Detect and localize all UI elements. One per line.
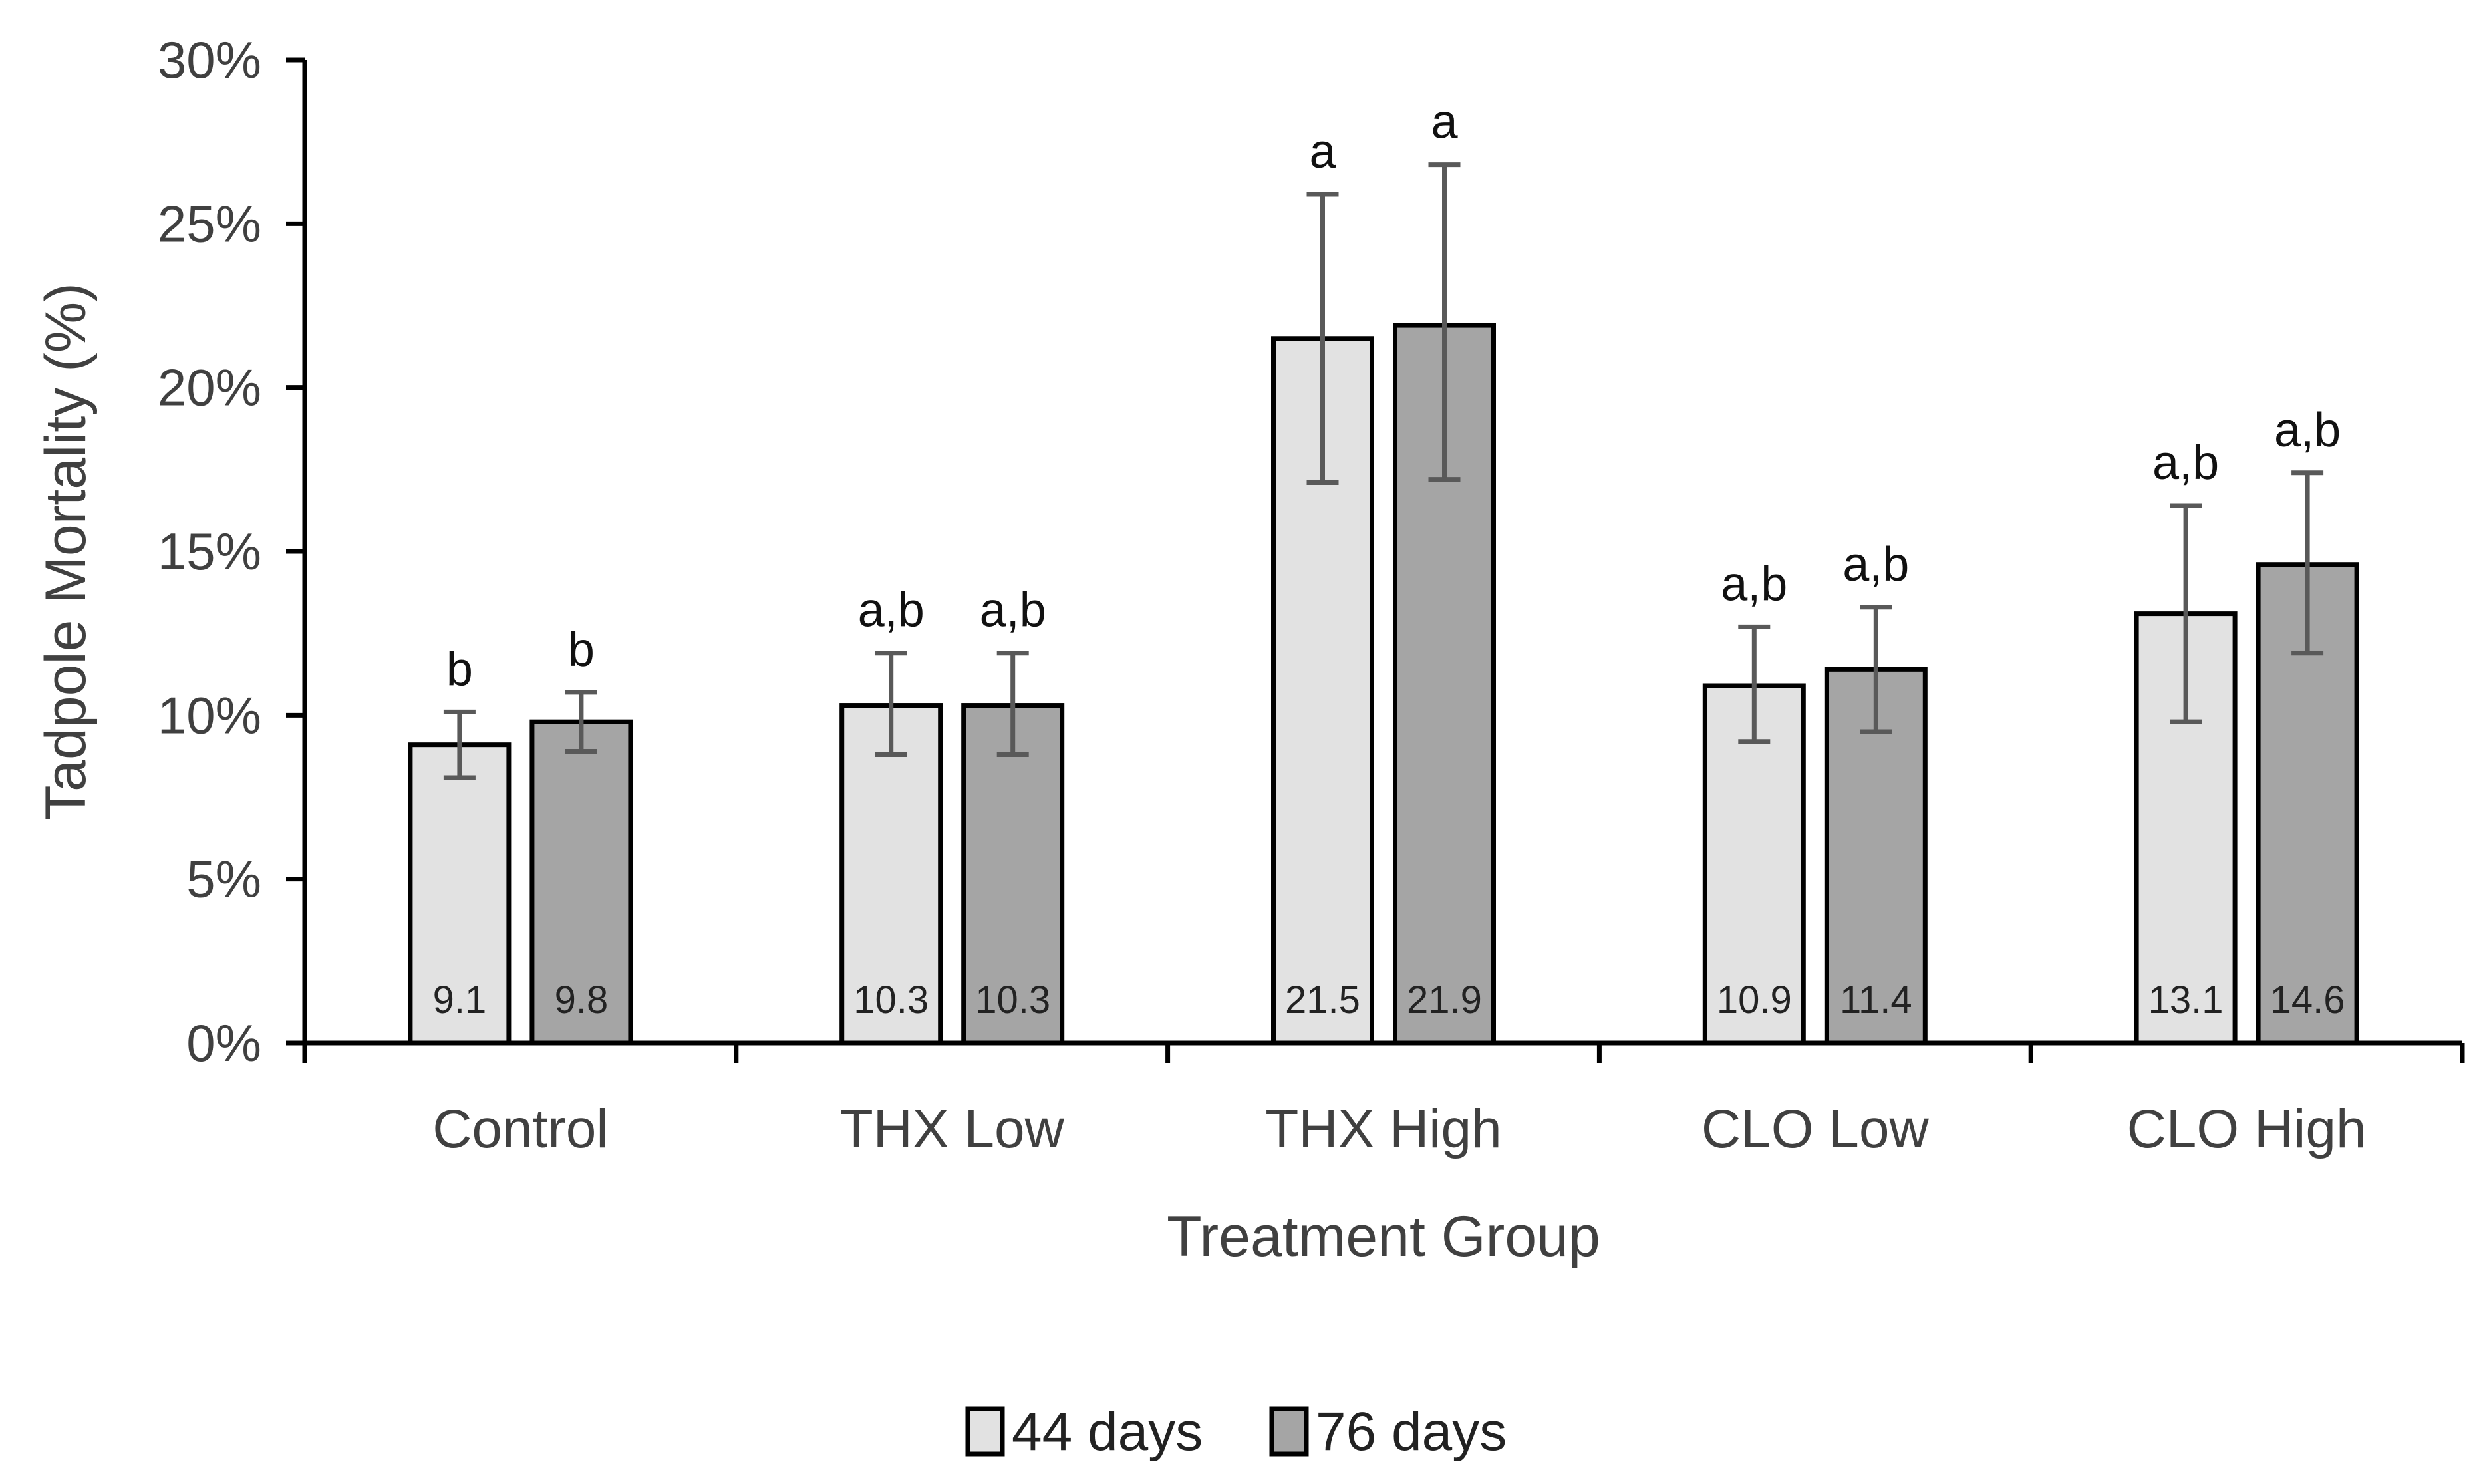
bar-control-44-days: [408, 742, 512, 1046]
y-tick-label: 5%: [186, 850, 261, 909]
bars-group: [408, 323, 2359, 1046]
legend-swatch-1: [965, 1406, 1005, 1457]
significance-label: a,b: [1721, 557, 1787, 611]
legend-label-2: 76 days: [1316, 1402, 1507, 1462]
x-tick-label: THX Low: [840, 1099, 1065, 1159]
x-tick-label: CLO High: [2127, 1099, 2367, 1159]
bar-control-76-days: [529, 719, 633, 1046]
data-label: 10.9: [1717, 978, 1792, 1022]
data-label: 21.5: [1285, 978, 1360, 1022]
data-label: 13.1: [2148, 978, 2224, 1022]
bar-thx-low-76-days: [961, 703, 1065, 1046]
data-label: 10.3: [975, 978, 1050, 1022]
significance-label: a,b: [2274, 404, 2341, 457]
y-tick-label: 10%: [158, 686, 261, 744]
y-tick-label: 25%: [158, 194, 261, 253]
significance-label: a,b: [2152, 436, 2219, 490]
significance-label: a,b: [980, 584, 1046, 637]
x-tick-label: Control: [432, 1099, 608, 1159]
error-bars-group: [443, 162, 2324, 780]
significance-label: b: [568, 623, 595, 676]
legend: 44 days 76 days: [965, 1402, 1507, 1462]
x-tick-label: CLO Low: [1701, 1099, 1930, 1159]
axes-group: [286, 57, 2465, 1063]
legend-swatch-2: [1269, 1406, 1309, 1457]
significance-label: a: [1431, 96, 1458, 149]
y-axis-title: Tadpole Mortality (%): [34, 283, 98, 820]
y-tick-label: 15%: [158, 522, 261, 581]
y-tick-label: 20%: [158, 359, 261, 417]
x-axis-title: Treatment Group: [1167, 1205, 1600, 1268]
data-label: 9.1: [433, 978, 487, 1022]
legend-label-1: 44 days: [1012, 1402, 1203, 1462]
labels-group: b 9.1 b 9.8 Control a,b 10.3 a,b 10.3 THX Low a 21.…: [34, 31, 2367, 1268]
y-tick-label: 0%: [186, 1014, 261, 1072]
x-tick-label: THX High: [1265, 1099, 1501, 1159]
significance-label: b: [446, 643, 473, 696]
data-label: 21.9: [1407, 978, 1482, 1022]
significance-label: a,b: [858, 584, 925, 637]
y-tick-label: 30%: [158, 31, 261, 89]
significance-label: a,b: [1842, 538, 1909, 591]
data-label: 14.6: [2270, 978, 2345, 1022]
data-label: 10.3: [853, 978, 929, 1022]
data-label: 9.8: [555, 978, 609, 1022]
significance-label: a: [1309, 125, 1336, 178]
data-label: 11.4: [1840, 978, 1912, 1022]
